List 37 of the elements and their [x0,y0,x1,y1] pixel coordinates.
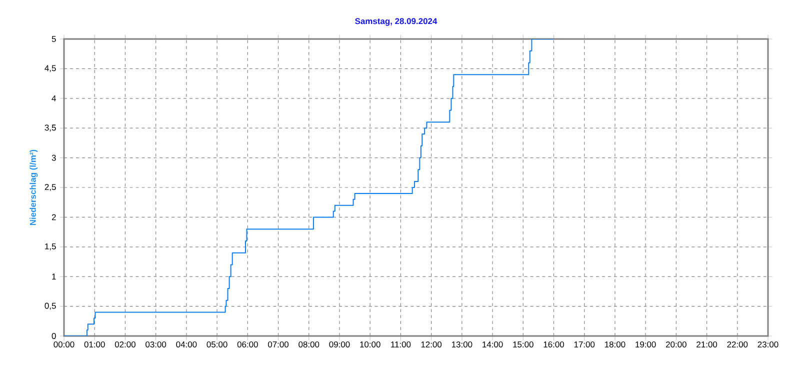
x-tick-label: 13:00 [452,341,472,348]
x-tick-label: 18:00 [605,341,626,348]
x-tick-label: 17:00 [574,341,595,348]
x-tick-label: 21:00 [696,341,718,348]
x-tick-label: 03:00 [146,341,166,348]
x-tick-label: 05:00 [206,341,228,348]
y-tick-label: 2 [52,214,56,220]
y-tick-label: 4 [52,95,56,102]
chart-title: Samstag, 28.09.2024 [355,18,438,26]
y-axis-title: Niederschlag (l/m²) [30,150,38,226]
x-tick-label: 12:00 [421,341,442,348]
y-tick-label: 2,5 [44,184,56,191]
x-tick-label: 16:00 [544,341,564,348]
y-tick-label: 1,5 [45,243,56,250]
y-tick-label: 4,5 [44,65,56,72]
y-tick-label: 1 [52,274,56,280]
x-tick-label: 06:00 [237,341,258,348]
x-tick-label: 14:00 [482,341,503,348]
x-tick-label: 01:00 [84,341,105,348]
y-tick-label: 5 [52,36,56,42]
x-tick-label: 02:00 [114,341,136,348]
x-tick-label: 08:00 [298,341,320,348]
x-tick-label: 10:00 [360,341,380,348]
x-tick-label: 20:00 [666,341,686,348]
y-tick-label: 0,5 [44,302,56,310]
x-tick-label: 19:00 [636,341,656,348]
y-tick-label: 0 [52,333,56,339]
x-tick-label: 15:00 [513,341,534,348]
x-tick-label: 11:00 [391,341,411,348]
x-tick-label: 07:00 [268,341,289,348]
x-tick-label: 23:00 [758,341,778,348]
y-tick-label: 3 [52,154,56,161]
x-tick-label: 09:00 [329,341,350,348]
x-tick-label: 04:00 [176,341,197,348]
x-tick-label: 00:00 [54,341,74,348]
x-tick-label: 22:00 [727,341,748,348]
y-tick-label: 3,5 [44,124,56,132]
